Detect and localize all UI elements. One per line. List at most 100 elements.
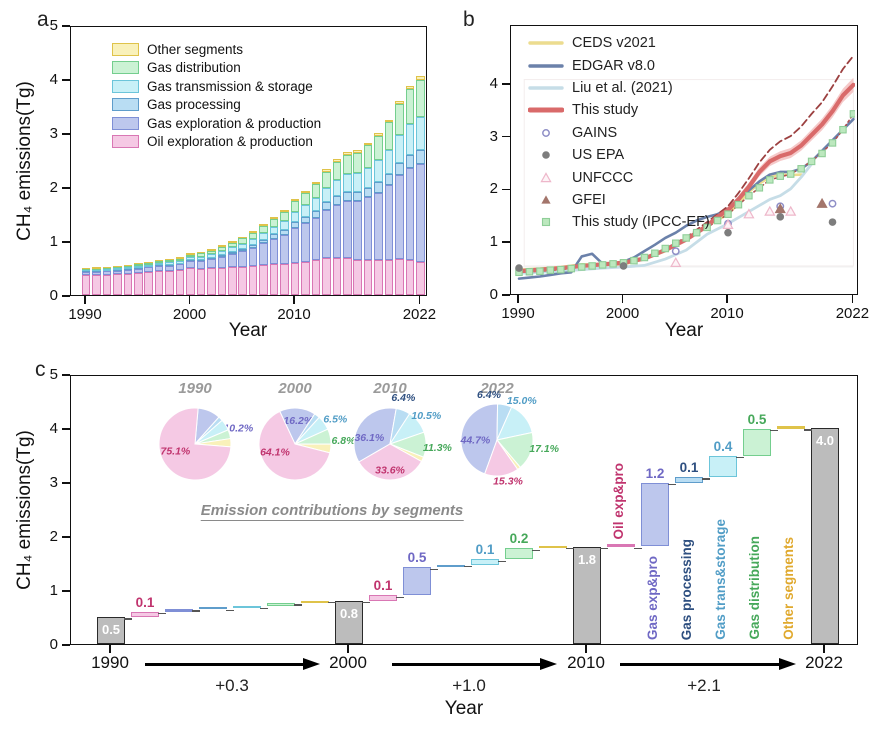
bar-segment-other bbox=[144, 261, 153, 263]
marker-square-ipcc bbox=[713, 216, 722, 225]
waterfall-step-gasexp bbox=[641, 482, 669, 547]
bar-segment-other bbox=[259, 224, 268, 227]
bar-segment-gasexp bbox=[384, 185, 394, 261]
legend-item: Gas distribution bbox=[112, 59, 321, 78]
marker-square-ipcc bbox=[682, 234, 690, 242]
x-axis-tick bbox=[109, 645, 111, 653]
y-axis-tick bbox=[62, 644, 70, 646]
marker-square-ipcc bbox=[630, 256, 638, 265]
bar-segment-proc bbox=[363, 187, 373, 198]
y-axis-tick-label: 0 bbox=[49, 636, 58, 653]
legend-marker-square bbox=[528, 215, 564, 229]
panel-b-letter: b bbox=[463, 8, 475, 31]
timeline-arrow-head bbox=[540, 658, 557, 670]
bar-segment-trans bbox=[102, 269, 112, 271]
marker-square-ipcc bbox=[849, 110, 858, 118]
waterfall-total-value: 1.8 bbox=[577, 551, 597, 567]
legend-item: EDGAR v8.0 bbox=[528, 54, 710, 76]
bar-segment-dist bbox=[363, 145, 373, 168]
bar-segment-gasexp bbox=[353, 201, 362, 260]
legend-label: UNFCCC bbox=[572, 169, 634, 186]
waterfall-connector bbox=[294, 604, 302, 606]
y-axis-tick bbox=[62, 241, 70, 243]
bar-segment-proc bbox=[81, 270, 91, 272]
bar-segment-gasexp bbox=[144, 267, 153, 273]
bar-segment-proc bbox=[186, 260, 195, 262]
pie-slice-oil bbox=[358, 443, 423, 481]
bar-segment-other bbox=[133, 263, 143, 265]
bar-segment-proc bbox=[238, 248, 248, 252]
bar-segment-other bbox=[353, 150, 362, 153]
x-axis-tick bbox=[726, 295, 728, 303]
legend-item: GAINS bbox=[528, 122, 710, 144]
waterfall-step-value: 0.1 bbox=[679, 460, 699, 476]
marker-square-ipcc bbox=[786, 170, 795, 178]
bar-segment-proc bbox=[196, 259, 206, 261]
pie-chart-2010: 36.1% 6.4% 10.5% 11.3% 33.6% bbox=[353, 392, 453, 481]
legend-item: This study (IPCC-EF) bbox=[528, 211, 710, 233]
segment-vertical-label-trans: Gas trans&storage bbox=[713, 519, 728, 640]
legend-item: Gas processing bbox=[112, 96, 321, 115]
bar-segment-other bbox=[238, 236, 248, 239]
legend-circle bbox=[542, 151, 550, 159]
bar-segment-gasexp bbox=[259, 243, 268, 265]
y-axis-tick-label: 1 bbox=[49, 582, 58, 599]
legend-label: Gas processing bbox=[147, 97, 241, 113]
waterfall-connector bbox=[158, 612, 166, 615]
waterfall-step-gasexp bbox=[403, 567, 431, 596]
bar-segment-other bbox=[102, 266, 112, 268]
bar-segment-dist bbox=[416, 79, 425, 117]
legend-swatch-other bbox=[112, 42, 139, 56]
bar-segment-trans bbox=[228, 247, 237, 252]
waterfall-connector bbox=[804, 429, 812, 431]
waterfall-step-trans bbox=[709, 455, 737, 478]
marker-triangle bbox=[764, 205, 776, 216]
legend-marker-circle-open bbox=[528, 126, 564, 140]
legend-item: Liu et al. (2021) bbox=[528, 77, 710, 99]
pie-slice-label-oil: 33.6% bbox=[375, 464, 405, 476]
bar-segment-trans bbox=[144, 264, 153, 267]
bar-segment-other bbox=[311, 181, 321, 184]
legend-marker-line bbox=[528, 59, 564, 73]
waterfall-connector bbox=[328, 602, 336, 604]
bar-segment-other bbox=[384, 119, 394, 123]
bar-segment-dist bbox=[353, 152, 362, 174]
bar-segment-oil bbox=[154, 271, 164, 295]
bar-segment-trans bbox=[290, 211, 300, 222]
pie-slice-label-gasexp: 36.1% bbox=[354, 432, 384, 444]
bar-segment-trans bbox=[353, 173, 362, 192]
timeline-arrow bbox=[392, 663, 540, 666]
bar-segment-proc bbox=[416, 149, 425, 164]
waterfall-step-other bbox=[539, 546, 567, 549]
y-axis-tick bbox=[502, 241, 510, 243]
x-axis-tick-label: 2010 bbox=[277, 306, 311, 323]
legend-label: US EPA bbox=[572, 147, 625, 164]
bar-segment-dist bbox=[154, 261, 164, 264]
marker-square-ipcc bbox=[640, 253, 649, 262]
y-axis-tick-label: 1 bbox=[49, 233, 58, 250]
pie-slice-label-gasexp: 10.2% bbox=[223, 423, 253, 435]
bar-segment-oil bbox=[133, 272, 143, 295]
bar-segment-proc bbox=[374, 182, 383, 193]
y-axis-tick bbox=[502, 188, 510, 191]
y-axis-tick-label: 4 bbox=[49, 71, 58, 88]
bar-segment-trans bbox=[175, 261, 185, 264]
waterfall-step-gasexp bbox=[165, 608, 193, 612]
marker-triangle bbox=[722, 218, 734, 229]
bar-segment-dist bbox=[207, 250, 216, 255]
waterfall-step-value: 0.5 bbox=[747, 411, 767, 427]
bar-segment-proc bbox=[102, 270, 112, 272]
marker-square-ipcc bbox=[692, 228, 701, 237]
bar-segment-proc bbox=[228, 251, 237, 254]
bar-segment-oil bbox=[113, 274, 122, 295]
marker-circle-usepa bbox=[515, 264, 523, 272]
x-axis-tick-label: 2022 bbox=[835, 305, 870, 322]
x-axis-tick bbox=[823, 645, 825, 653]
bar-segment-oil bbox=[342, 257, 352, 295]
bar-segment-other bbox=[301, 190, 310, 193]
timeline-arrow-head bbox=[779, 658, 796, 670]
marker-square-ipcc bbox=[797, 165, 805, 173]
bar-segment-trans bbox=[207, 254, 216, 258]
x-axis-tick-label: 2010 bbox=[567, 653, 605, 672]
